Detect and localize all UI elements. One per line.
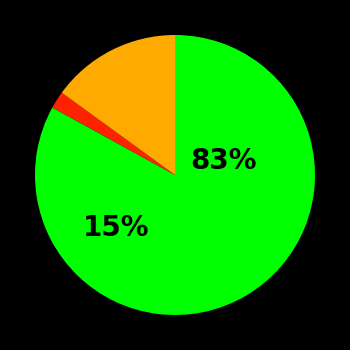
Wedge shape (35, 35, 315, 315)
Text: 15%: 15% (83, 214, 149, 242)
Wedge shape (52, 93, 175, 175)
Text: 83%: 83% (191, 147, 257, 175)
Wedge shape (62, 35, 175, 175)
